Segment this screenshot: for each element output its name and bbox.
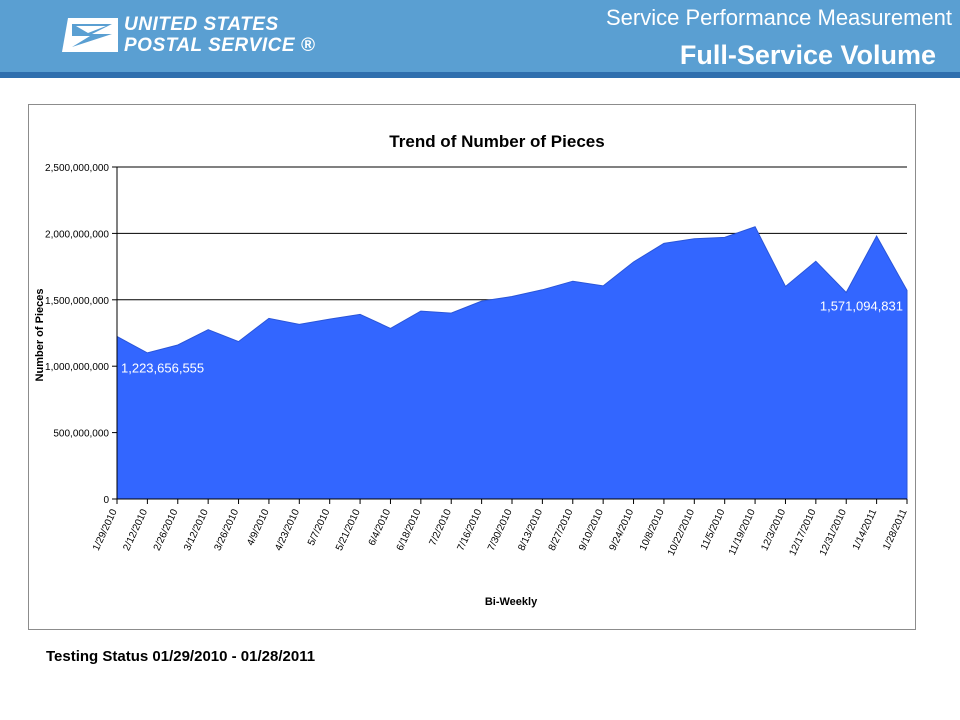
x-tick-label: 4/9/2010 <box>245 507 272 547</box>
x-tick-label: 8/27/2010 <box>547 507 576 552</box>
logo-text-line2: POSTAL SERVICE ® <box>124 36 315 56</box>
y-tick-label: 0 <box>103 495 109 506</box>
usps-logo[interactable]: UNITED STATES POSTAL SERVICE ® <box>62 14 302 60</box>
x-tick-label: 8/13/2010 <box>516 507 545 552</box>
x-tick-label: 2/26/2010 <box>152 507 181 552</box>
x-axis: 1/29/2010 2/12/2010 2/26/2010 3/12/2010 3/26… <box>91 499 910 558</box>
x-tick-label: 2/12/2010 <box>121 507 150 552</box>
x-tick-label: 1/29/2010 <box>91 507 120 552</box>
x-tick-label: 5/21/2010 <box>334 507 363 552</box>
x-tick-label: 1/14/2011 <box>851 507 880 552</box>
area-series <box>117 227 907 499</box>
x-tick-label: 6/4/2010 <box>367 507 394 547</box>
x-axis-title: Bi-Weekly <box>485 596 538 608</box>
x-tick-label: 7/2/2010 <box>428 507 455 547</box>
x-tick-label: 12/3/2010 <box>759 507 788 552</box>
header-bar: UNITED STATES POSTAL SERVICE ® Service P… <box>0 0 960 72</box>
y-axis: 0 500,000,000 1,000,000,000 1,500,000,000 2,… <box>45 163 117 506</box>
y-tick-label: 2,000,000,000 <box>45 229 109 240</box>
chart-container: 0 500,000,000 1,000,000,000 1,500,000,000 2,… <box>28 104 916 630</box>
x-tick-label: 10/22/2010 <box>666 507 697 557</box>
x-tick-label: 9/10/2010 <box>577 507 606 552</box>
y-tick-label: 1,000,000,000 <box>45 362 109 373</box>
data-label: 1,223,656,555 <box>121 360 204 375</box>
x-tick-label: 7/16/2010 <box>456 507 485 552</box>
area-chart: 0 500,000,000 1,000,000,000 1,500,000,000 2,… <box>29 105 915 629</box>
x-tick-label: 6/18/2010 <box>395 507 424 552</box>
x-tick-label: 12/17/2010 <box>787 507 818 557</box>
testing-status: Testing Status 01/29/2010 - 01/28/2011 <box>46 648 315 665</box>
x-tick-label: 1/28/2011 <box>881 507 910 552</box>
y-tick-label: 1,500,000,000 <box>45 296 109 307</box>
y-tick-label: 2,500,000,000 <box>45 163 109 174</box>
x-tick-label: 5/7/2010 <box>306 507 333 547</box>
logo-text-line1: UNITED STATES <box>124 15 279 35</box>
eagle-icon <box>62 14 120 54</box>
y-axis-title: Number of Pieces <box>34 289 46 382</box>
x-tick-label: 3/26/2010 <box>212 507 241 552</box>
x-tick-label: 9/24/2010 <box>607 507 636 552</box>
x-tick-label: 11/5/2010 <box>699 507 728 552</box>
header-divider <box>0 72 960 78</box>
x-tick-label: 7/30/2010 <box>486 507 515 552</box>
chart-title: Trend of Number of Pieces <box>389 132 604 151</box>
page-title: Full-Service Volume <box>680 40 936 71</box>
x-tick-label: 4/23/2010 <box>273 507 302 552</box>
y-tick-label: 500,000,000 <box>53 429 109 440</box>
x-tick-label: 11/19/2010 <box>727 507 758 557</box>
x-tick-label: 10/8/2010 <box>638 507 667 552</box>
x-tick-label: 12/31/2010 <box>818 507 849 557</box>
x-tick-label: 3/12/2010 <box>182 507 211 552</box>
header-subtitle: Service Performance Measurement <box>606 5 952 31</box>
data-label: 1,571,094,831 <box>820 298 903 313</box>
